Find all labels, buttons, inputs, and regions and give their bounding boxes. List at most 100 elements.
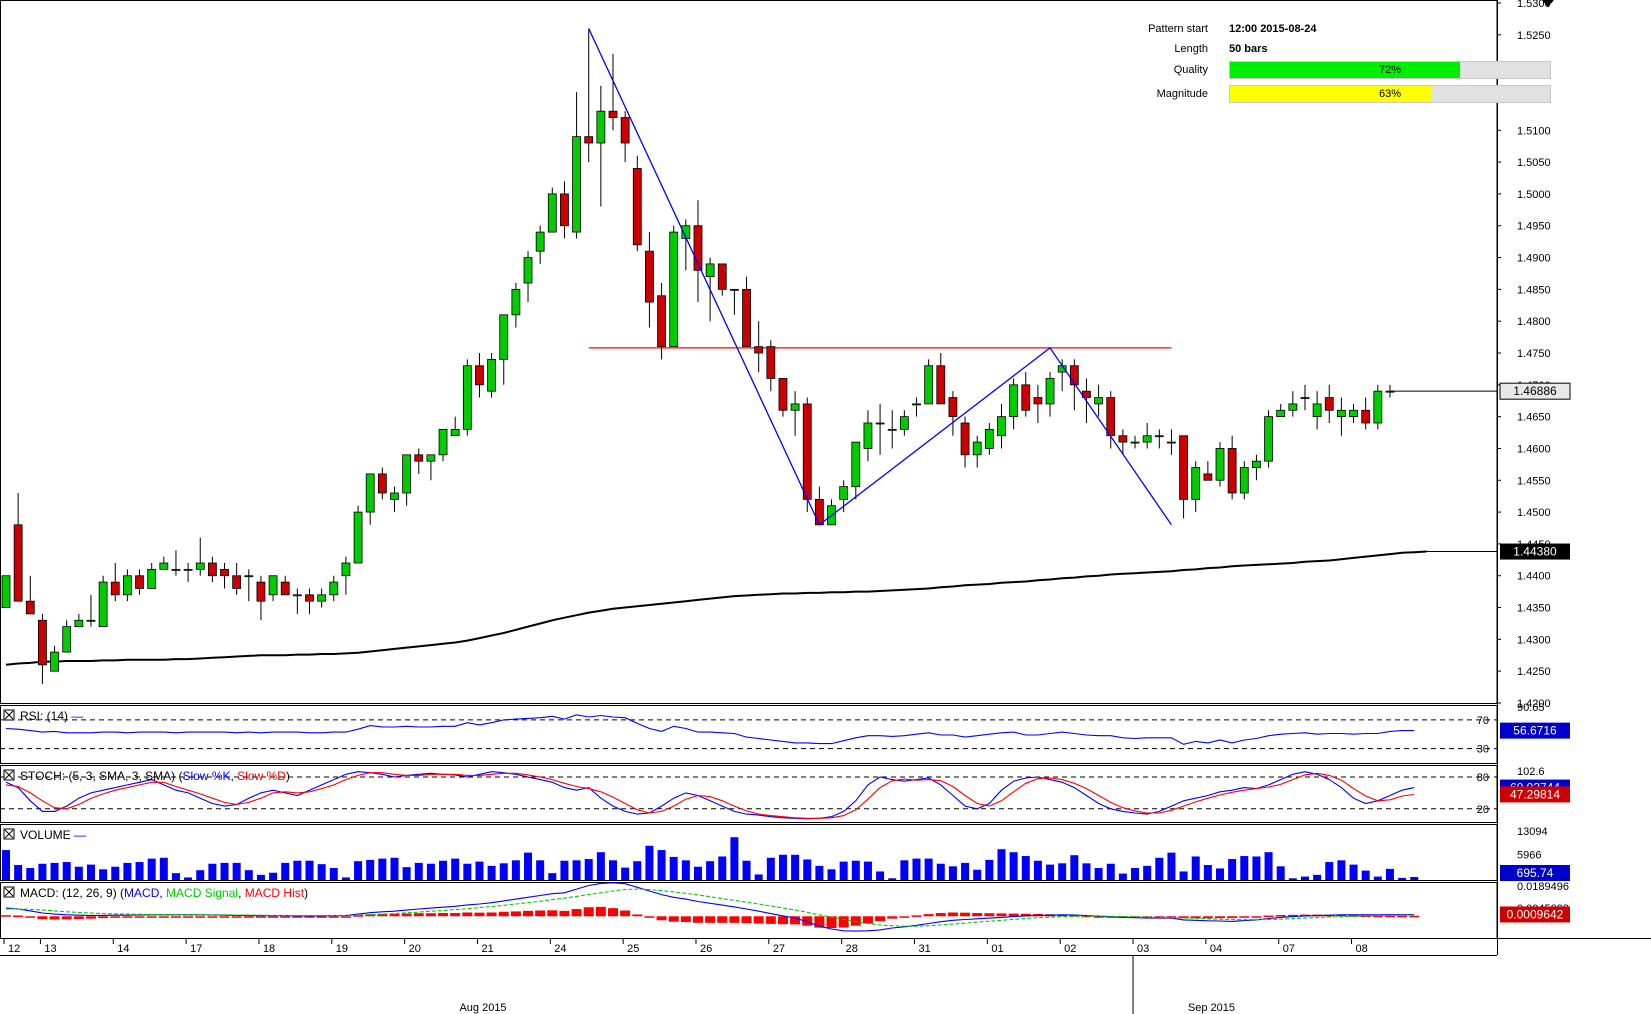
- volume-bar: [354, 861, 363, 880]
- volume-bar: [1155, 857, 1164, 880]
- volume-bar: [1325, 862, 1334, 880]
- macd-hist-bar: [729, 916, 740, 923]
- bull-candle: [790, 403, 800, 411]
- macd-hist-bar: [656, 916, 667, 921]
- bear-candle: [110, 581, 120, 596]
- bear-candle: [620, 117, 630, 144]
- volume-bar: [38, 863, 47, 880]
- bull-candle: [1288, 403, 1298, 411]
- macd-hist-bar: [498, 911, 509, 917]
- quality-bar-fill: [1230, 62, 1461, 78]
- macd-hist-bar: [49, 916, 60, 920]
- macd-hist-bar: [1263, 915, 1274, 918]
- quality-value: 72%: [1378, 64, 1402, 76]
- macd-hist-bar: [777, 916, 788, 925]
- macd-hist-bar: [523, 910, 534, 917]
- volume-title-part: VOLUME: [20, 828, 74, 842]
- macd-hist-bar: [37, 916, 48, 920]
- macd-hist-bar: [838, 916, 849, 928]
- volume-bar: [463, 863, 472, 880]
- time-day-label: 27: [773, 943, 785, 955]
- volume-bar: [50, 862, 59, 880]
- bull-candle: [1130, 441, 1140, 444]
- volume-bar: [1276, 866, 1285, 880]
- macd-hist-bar: [365, 914, 376, 917]
- price-tick-label: 1.4500: [1517, 507, 1551, 519]
- volume-bar: [1033, 860, 1042, 880]
- volume-bar: [997, 849, 1006, 880]
- volume-bar: [1046, 864, 1055, 880]
- bear-candle: [1324, 397, 1334, 411]
- volume-bar: [1167, 852, 1176, 880]
- macd-hist-bar: [243, 916, 254, 918]
- bull-candle: [547, 193, 557, 233]
- time-day-label: 25: [627, 943, 639, 955]
- macd-hist-bar: [826, 916, 837, 929]
- volume-bar: [693, 866, 702, 880]
- stoch-title-part: Slow %K: [182, 769, 230, 783]
- macd-hist-bar: [547, 910, 558, 917]
- bull-candle: [1045, 378, 1055, 405]
- bull-candle: [86, 619, 96, 622]
- macd-hist-bar: [207, 916, 218, 918]
- bull-candle: [1337, 409, 1346, 418]
- magnitude-label: Magnitude: [1156, 88, 1208, 100]
- bear-candle: [632, 168, 642, 246]
- bear-candle: [645, 250, 654, 303]
- volume-bar: [536, 860, 545, 880]
- bull-candle: [365, 473, 375, 513]
- volume-bar: [1288, 878, 1297, 880]
- volume-bar: [1009, 852, 1018, 880]
- macd-title-part: MACD: (12, 26, 9) (: [20, 886, 124, 900]
- volume-bar: [232, 862, 241, 880]
- price-tick-label: 1.4600: [1517, 443, 1551, 455]
- time-day-label: 20: [409, 943, 421, 955]
- macd-hist-bar: [316, 916, 327, 918]
- bear-candle: [135, 575, 144, 589]
- volume-bar: [293, 860, 302, 880]
- ma-value-box: [1500, 543, 1570, 560]
- time-day-label: 08: [1356, 943, 1368, 955]
- macd-hist-bar: [1178, 916, 1189, 919]
- bull-candle: [50, 651, 59, 672]
- macd-hist-bar: [1287, 914, 1298, 917]
- chart-menu-arrow-icon[interactable]: [1542, 0, 1554, 7]
- volume-bar: [973, 869, 982, 880]
- macd-hist-bar: [595, 906, 606, 917]
- bull-candle: [1264, 416, 1273, 462]
- rsi-line: [5, 714, 1415, 745]
- time-day-label: 12: [8, 943, 20, 955]
- macd-hist-bar: [280, 916, 291, 918]
- volume-bar: [766, 857, 775, 880]
- volume-bar: [1106, 863, 1115, 880]
- volume-bar: [851, 860, 860, 880]
- bull-candle: [317, 594, 327, 602]
- volume-bar: [961, 862, 970, 880]
- time-day-label: 03: [1137, 943, 1149, 955]
- volume-bar: [1264, 852, 1273, 880]
- macd-hist-bar: [1, 915, 11, 917]
- volume-bar: [451, 858, 460, 880]
- volume-bar: [1143, 865, 1152, 880]
- bear-candle: [1227, 448, 1237, 494]
- volume-toggle-icon-x2: [4, 829, 14, 839]
- volume-bar: [706, 861, 715, 880]
- pattern-line: [588, 28, 1172, 526]
- volume-max-label: 13094: [1517, 826, 1548, 838]
- bear-candle: [814, 498, 824, 526]
- volume-bar: [390, 857, 399, 880]
- bull-candle: [426, 454, 436, 462]
- volume-bar: [681, 860, 690, 880]
- last-price-label: 1.46886: [1513, 384, 1557, 398]
- length-value: 50 bars: [1229, 43, 1268, 55]
- macd-hist-bar: [255, 916, 266, 918]
- price-tick-label: 1.4200: [1517, 698, 1551, 710]
- macd-hist-bar: [1275, 915, 1286, 917]
- bear-candle: [754, 346, 764, 354]
- macd-title-part: MACD Signal: [166, 886, 238, 900]
- bull-candle: [1300, 397, 1310, 399]
- macd-hist-bar: [1166, 916, 1177, 918]
- length-label: Length: [1174, 43, 1208, 55]
- volume-bar: [426, 863, 435, 880]
- volume-bar: [269, 872, 278, 880]
